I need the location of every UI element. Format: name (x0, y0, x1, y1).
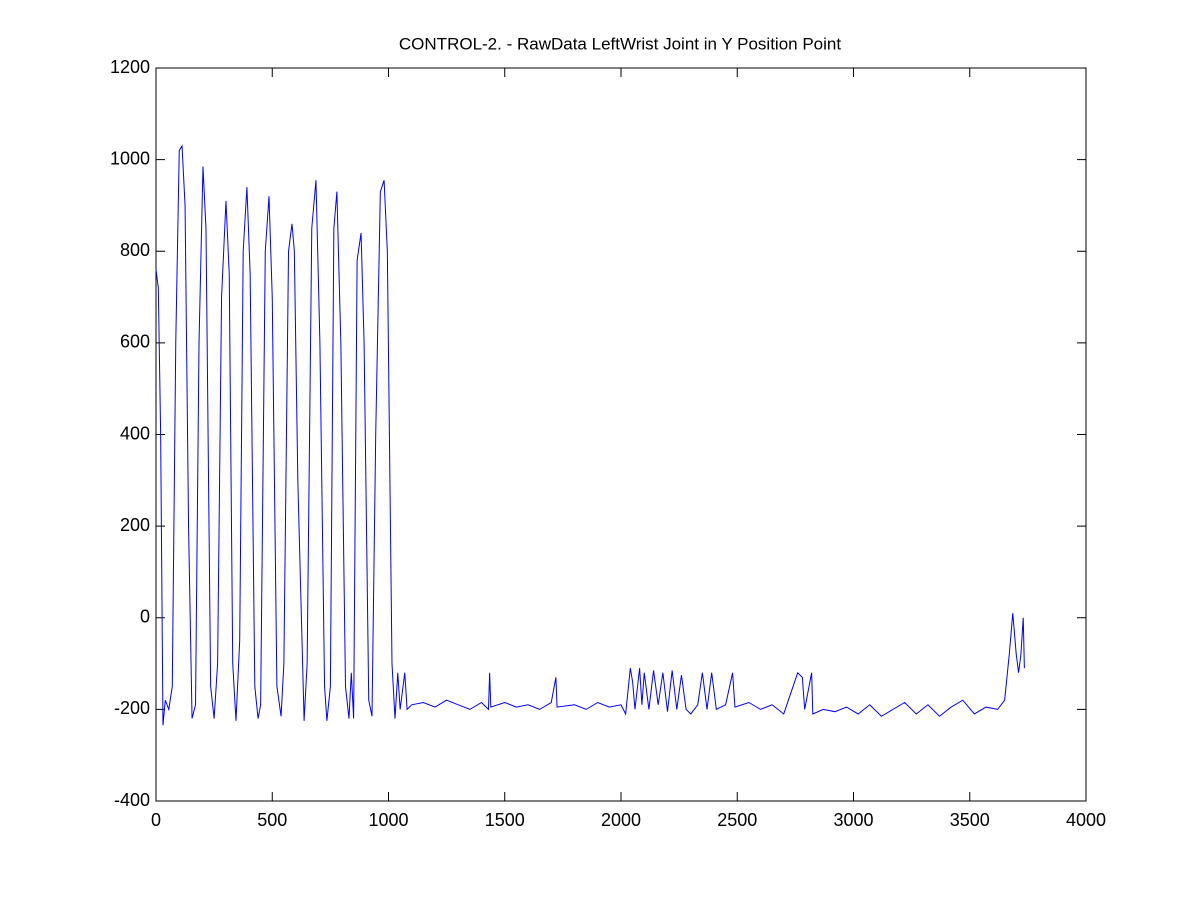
x-tick-label: 1500 (485, 810, 525, 830)
x-tick-label: 3000 (833, 810, 873, 830)
y-tick-label: 600 (120, 332, 150, 352)
y-tick-label: 1200 (110, 57, 150, 77)
data-line (155, 144, 1025, 726)
y-tick-label: -200 (114, 698, 150, 718)
y-tick-label: 0 (140, 607, 150, 627)
chart-title: CONTROL-2. - RawData LeftWrist Joint in … (399, 34, 841, 53)
x-tick-label: 2500 (717, 810, 757, 830)
x-tick-label: 3500 (950, 810, 990, 830)
x-tick-label: 500 (257, 810, 287, 830)
y-tick-label: 1000 (110, 148, 150, 168)
y-tick-label: -400 (114, 790, 150, 810)
x-tick-label: 4000 (1066, 810, 1106, 830)
y-tick-label: 800 (120, 240, 150, 260)
x-tick-label: 0 (151, 810, 161, 830)
x-tick-label: 2000 (601, 810, 641, 830)
y-tick-label: 400 (120, 423, 150, 443)
y-tick-label: 200 (120, 515, 150, 535)
x-tick-label: 1000 (368, 810, 408, 830)
